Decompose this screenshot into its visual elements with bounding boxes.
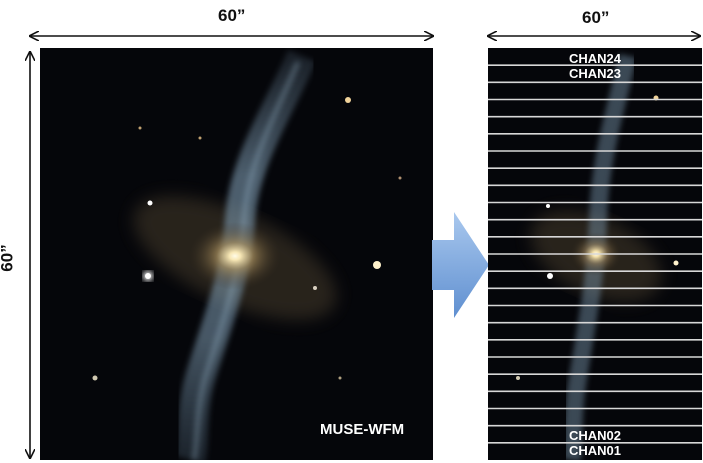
galaxy-image-sliced: CHAN24 CHAN23 CHAN02 CHAN01 — [488, 48, 702, 460]
slice-lines — [488, 64, 702, 444]
right-width-label: 60” — [582, 8, 610, 27]
galaxy-image-full: MUSE-WFM — [40, 48, 433, 460]
left-width-label: 60” — [218, 6, 246, 25]
channel-label-bottom-2: CHAN01 — [568, 443, 621, 458]
instrument-label: MUSE-WFM — [320, 421, 405, 438]
left-height-label: 60” — [0, 244, 17, 272]
channel-label-bottom-1: CHAN02 — [568, 428, 621, 443]
transform-arrow — [432, 212, 489, 318]
channel-label-top-1: CHAN24 — [568, 51, 621, 66]
channel-label-top-2: CHAN23 — [568, 66, 621, 81]
